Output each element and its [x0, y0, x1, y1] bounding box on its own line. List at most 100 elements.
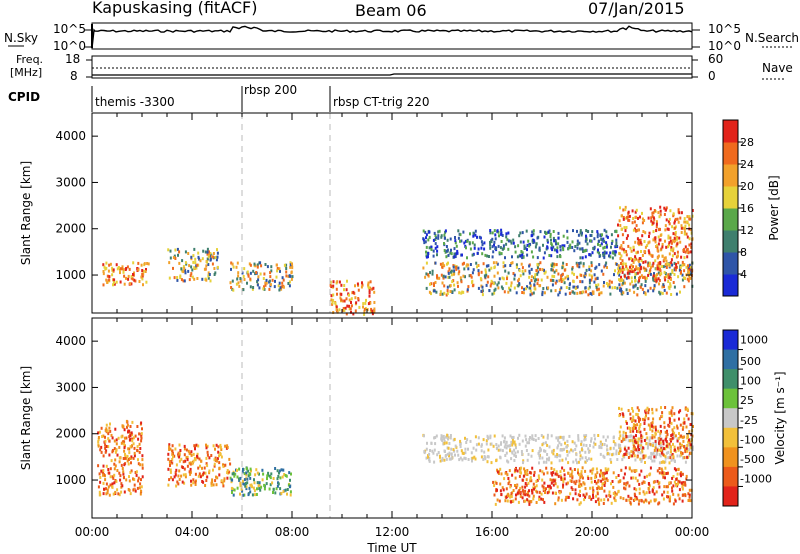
heatmap-cell [443, 249, 446, 252]
heatmap-cell [638, 263, 641, 267]
heatmap-cell [625, 421, 628, 425]
heatmap-cell [655, 229, 658, 232]
heatmap-cell [652, 486, 655, 490]
heatmap-cell [429, 271, 431, 275]
heatmap-cell [688, 243, 691, 247]
heatmap-cell [490, 442, 493, 446]
heatmap-cell [113, 439, 116, 443]
heatmap-cell [229, 281, 232, 285]
heatmap-cell [588, 450, 590, 454]
heatmap-cell [424, 240, 427, 244]
heatmap-cell [615, 229, 618, 233]
heatmap-cell [289, 263, 292, 267]
heatmap-cell [551, 262, 554, 266]
heatmap-cell [612, 471, 615, 475]
heatmap-cell [518, 277, 520, 281]
heatmap-cell [501, 276, 504, 280]
heatmap-cell [630, 450, 633, 454]
heatmap-cell [634, 439, 636, 443]
heatmap-cell [251, 493, 254, 497]
heatmap-cell [289, 493, 292, 497]
heatmap-cell [138, 486, 141, 490]
heatmap-cell [216, 476, 219, 480]
heatmap-cell [648, 270, 651, 273]
heatmap-cell [492, 261, 495, 265]
heatmap-cell [686, 247, 689, 251]
colorbar-swatch [723, 142, 738, 165]
heatmap-cell [545, 460, 548, 464]
heatmap-cell [521, 266, 524, 270]
heatmap-cell [521, 496, 524, 500]
heatmap-cell [285, 270, 288, 274]
heatmap-cell [133, 451, 136, 455]
heatmap-cell [261, 468, 264, 472]
heatmap-cell [250, 483, 253, 487]
heatmap-cell [575, 479, 578, 483]
heatmap-cell [193, 456, 196, 460]
heatmap-cell [662, 442, 665, 446]
heatmap-cell [446, 433, 449, 437]
heatmap-cell [448, 451, 451, 455]
heatmap-cell [631, 258, 634, 262]
heatmap-cell [483, 247, 486, 251]
heatmap-cell [103, 487, 105, 491]
heatmap-cell [530, 454, 533, 458]
heatmap-cell [676, 426, 679, 430]
heatmap-cell [582, 264, 585, 268]
heatmap-cell [493, 434, 496, 438]
heatmap-cell [563, 268, 566, 272]
heatmap-cell [214, 447, 216, 451]
heatmap-cell [364, 307, 367, 311]
heatmap-cell [506, 459, 509, 463]
heatmap-cell [615, 492, 618, 496]
heatmap-cell [536, 263, 539, 267]
heatmap-cell [622, 414, 625, 418]
heatmap-cell [635, 224, 638, 228]
heatmap-cell [440, 437, 443, 441]
heatmap-cell [469, 247, 472, 251]
heatmap-cell [461, 253, 463, 257]
heatmap-cell [689, 446, 692, 450]
heatmap-cell [247, 493, 250, 497]
heatmap-cell [661, 411, 664, 415]
heatmap-cell [251, 287, 254, 291]
heatmap-cell [614, 229, 617, 233]
heatmap-cell [535, 484, 538, 488]
heatmap-cell [246, 477, 249, 481]
heatmap-cell [579, 256, 582, 260]
heatmap-cell [526, 473, 529, 476]
heatmap-cell [530, 488, 533, 492]
heatmap-cell [192, 254, 195, 258]
heatmap-cell [631, 221, 634, 225]
heatmap-cell [632, 418, 635, 422]
heatmap-cell [658, 440, 661, 444]
heatmap-cell [210, 483, 213, 487]
heatmap-cell [649, 466, 652, 470]
heatmap-cell [605, 245, 608, 249]
heatmap-cell [109, 475, 112, 479]
heatmap-cell [560, 286, 563, 290]
heatmap-cell [495, 458, 498, 462]
heatmap-cell [556, 246, 559, 250]
heatmap-cell [211, 478, 214, 482]
heatmap-cell [658, 471, 661, 475]
heatmap-cell [650, 455, 653, 459]
heatmap-cell [433, 460, 436, 464]
heatmap-cell [543, 235, 546, 239]
heatmap-cell [230, 480, 233, 484]
heatmap-cell [532, 482, 535, 486]
heatmap-cell [620, 290, 623, 293]
heatmap-cell [683, 227, 686, 231]
heatmap-cell [647, 408, 650, 412]
heatmap-cell [98, 493, 101, 497]
heatmap-cell [141, 466, 144, 470]
heatmap-cell [554, 289, 557, 293]
heatmap-cell [637, 430, 640, 434]
heatmap-cell [456, 449, 459, 453]
heatmap-cell [457, 284, 459, 288]
heatmap-cell [585, 444, 588, 447]
heatmap-cell [520, 262, 523, 266]
heatmap-cell [579, 231, 582, 235]
heatmap-cell [673, 252, 676, 256]
heatmap-cell [113, 473, 116, 477]
